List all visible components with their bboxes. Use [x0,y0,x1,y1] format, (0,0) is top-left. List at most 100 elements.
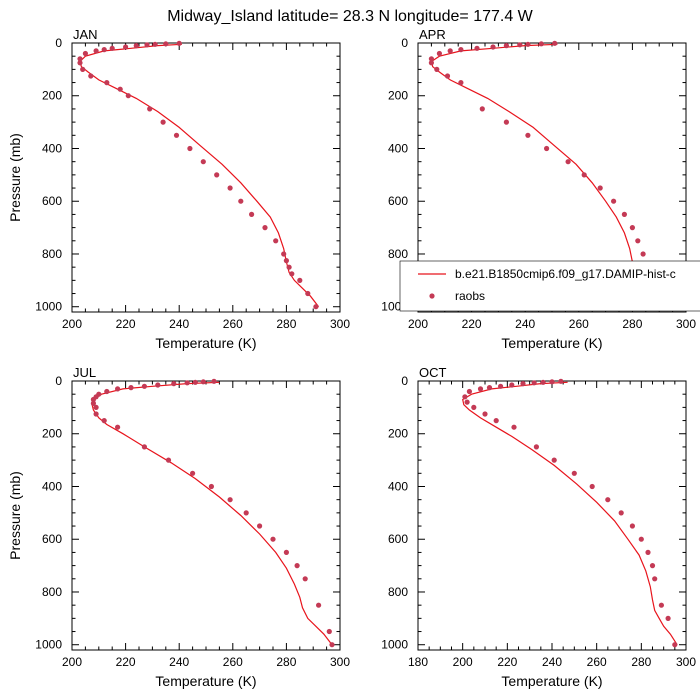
raobs-point [638,536,644,542]
raobs-point [104,388,110,395]
y-tick-label: 400 [388,479,408,493]
raobs-point [544,145,550,152]
raobs-point [160,119,166,125]
raobs-point [227,185,233,191]
raobs-point [326,628,332,635]
x-tick-label: 200 [453,655,473,669]
y-tick-label: 0 [55,374,62,388]
raobs-point [88,73,94,79]
x-tick-label: 280 [622,317,642,331]
raobs-point [109,45,115,51]
raobs-point [297,277,303,283]
x-tick-label: 300 [330,317,350,331]
y-tick-label: 400 [388,141,408,155]
raobs-point [658,602,665,608]
raobs-point [525,41,531,47]
raobs-point [645,549,651,556]
raobs-point [214,172,220,178]
raobs-point [90,400,96,406]
raobs-point [283,258,289,264]
y-tick-label: 800 [42,247,62,261]
plot-frame [417,380,687,651]
y-tick-label: 1000 [35,638,62,652]
raobs-point [466,388,472,395]
panel-label: OCT [419,365,447,380]
raobs-point [462,394,468,400]
raobs-point [294,563,300,569]
x-tick-label: 220 [497,655,517,669]
figure-title: Midway_Island latitude= 28.3 N longitude… [167,8,533,25]
raobs-point [141,444,147,450]
raobs-point [533,444,540,450]
raobs-point [672,642,678,648]
y-tick-label: 400 [42,479,62,493]
raobs-point [444,73,451,79]
x-tick-label: 220 [116,317,136,331]
x-axis-title: Temperature (K) [155,673,256,689]
raobs-point [605,497,611,503]
raobs-point [200,159,206,165]
raobs-point [104,80,110,86]
raobs-point [90,396,96,403]
raobs-point [436,50,442,57]
raobs-point [558,378,564,384]
x-tick-label: 220 [116,655,136,669]
raobs-point [117,86,123,92]
legend-obs-label: raobs [455,289,485,303]
y-tick-label: 200 [42,427,62,441]
raobs-point [155,382,161,388]
x-tick-label: 300 [676,317,696,331]
raobs-point [93,404,99,410]
plot-frame [71,380,341,651]
raobs-point [531,380,537,386]
raobs-point [509,382,515,388]
x-tick-label: 240 [515,317,535,331]
raobs-point [238,198,244,204]
raobs-point [187,145,193,152]
raobs-point [147,106,153,112]
x-tick-label: 240 [169,655,189,669]
raobs-point [77,60,83,66]
panel-oct: 180 200 220 240 260 280 300 0 200 400 600 800 1000 OC… [381,365,696,689]
raobs-point [227,497,233,503]
raobs-point [305,290,311,297]
y-tick-label: 200 [388,427,408,441]
model-profile-line [91,381,333,646]
panel-label: JUL [73,365,96,380]
raobs-point [629,225,636,231]
raobs-point [283,549,289,556]
raobs-point [313,304,319,310]
y-tick-label: 600 [42,194,62,208]
raobs-point [165,457,172,463]
raobs-point [458,80,464,86]
raobs-point [80,66,86,72]
raobs-point [549,379,555,385]
raobs-point [511,424,517,430]
raobs-point [540,379,546,385]
raobs-point [665,615,671,622]
x-tick-label: 240 [542,655,562,669]
raobs-point [176,40,182,46]
x-tick-label: 200 [408,317,428,331]
y-tick-label: 600 [42,532,62,546]
x-axis-title: Temperature (K) [155,335,256,351]
raobs-point [192,379,198,385]
raobs-point [302,576,308,582]
raobs-point [629,523,636,529]
raobs-point [464,399,470,405]
x-tick-label: 260 [223,655,243,669]
raobs-point [208,483,214,490]
y-tick-label: 400 [42,141,62,155]
raobs-point [152,41,158,47]
raobs-point [652,576,658,582]
raobs-point [447,48,453,54]
raobs-point [581,172,587,178]
legend: b.e21.B1850cmip6.f09_g17.DAMIP-hist-crao… [399,260,700,312]
raobs-point [211,378,217,384]
raobs-point [428,60,434,66]
y-tick-label: 0 [401,36,408,50]
raobs-point [200,379,206,385]
y-tick-label: 1000 [35,300,62,314]
raobs-point [482,411,488,417]
panel-jul: 200 220 240 260 280 300 0 200 400 600 800 1000 JUL Te… [7,365,350,689]
